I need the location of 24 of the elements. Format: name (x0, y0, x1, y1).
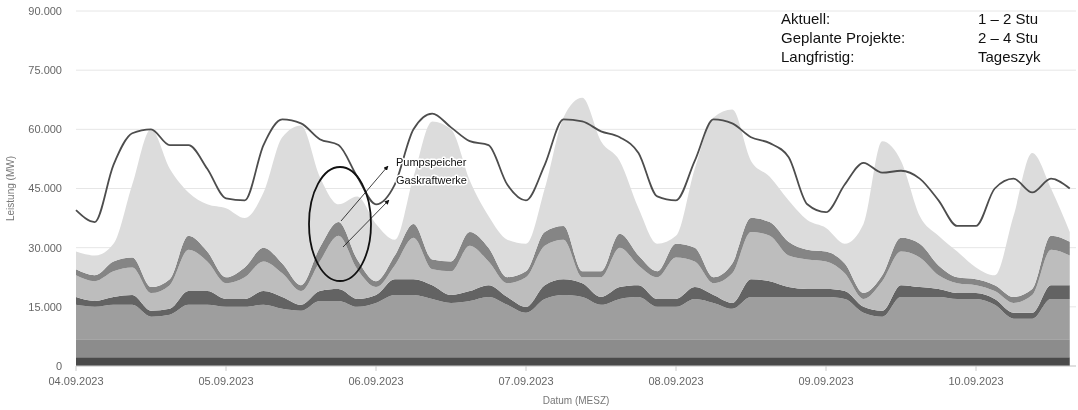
annotation: Tageszyk (978, 48, 1042, 65)
x-tick-label: 09.09.2023 (798, 375, 854, 387)
y-tick-label: 15.000 (28, 300, 62, 313)
x-tick-label: 07.09.2023 (498, 375, 554, 387)
annotation: 2 – 4 Stu (978, 29, 1039, 46)
y-tick-label: 60.000 (28, 123, 62, 136)
x-tick-label: 06.09.2023 (348, 375, 404, 387)
x-axis-title: Datum (MESZ) (542, 395, 610, 406)
y-tick-label: 90.000 (28, 4, 62, 17)
annotation: Langfristig: (781, 48, 855, 65)
x-tick-label: 10.09.2023 (948, 375, 1004, 387)
y-tick-label: 30.000 (28, 241, 62, 254)
y-tick-label: 45.000 (28, 182, 62, 195)
annotation: Aktuell: (781, 10, 831, 27)
y-axis-title: Leistung (MW) (5, 155, 16, 222)
y-tick-label: 0 (55, 359, 62, 372)
annotation: Geplante Projekte: (781, 29, 906, 46)
x-tick-label: 08.09.2023 (648, 375, 704, 387)
annotation: Gaskraftwerke (396, 174, 467, 186)
line-series (75, 112, 1071, 227)
x-tick-label: 04.09.2023 (48, 375, 104, 387)
x-tick-label: 05.09.2023 (198, 375, 254, 387)
y-tick-label: 75.000 (28, 64, 62, 77)
annotation: 1 – 2 Stu (978, 10, 1039, 27)
